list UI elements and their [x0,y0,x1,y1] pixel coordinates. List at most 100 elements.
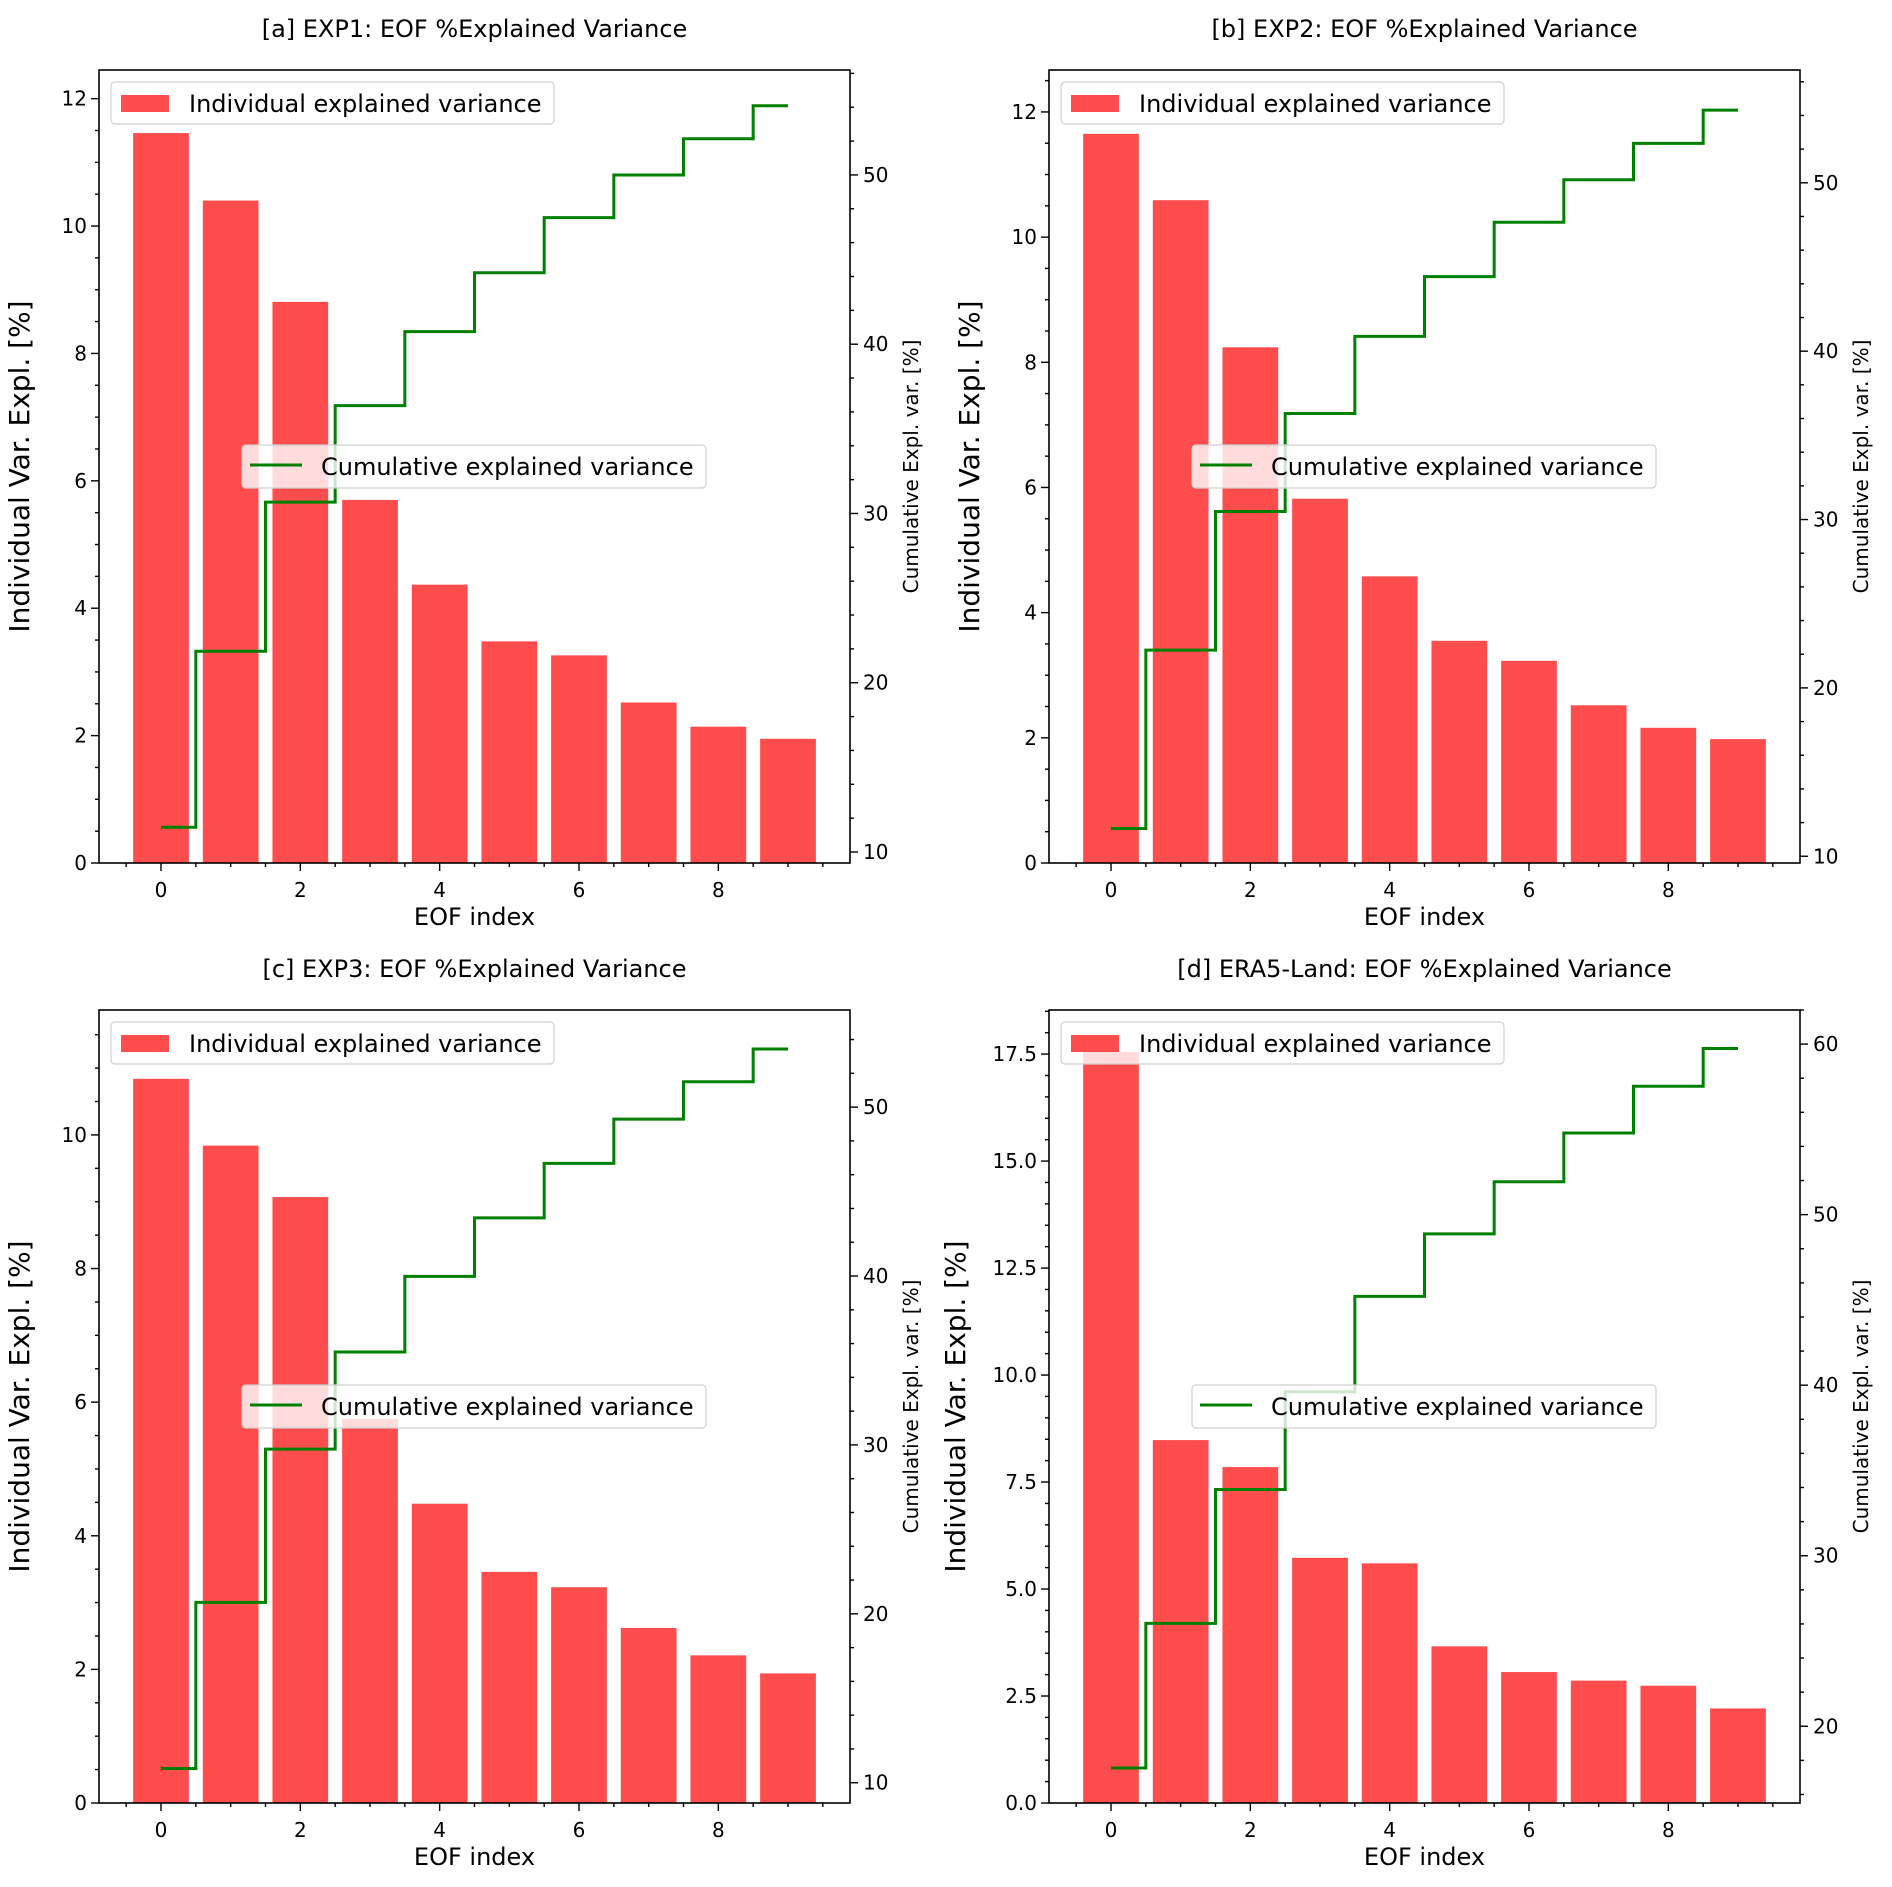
y-tick-label: 12 [1012,100,1037,124]
bar-5 [1431,640,1488,863]
bar-5 [1431,1646,1488,1803]
bar-0 [133,1078,189,1803]
legend-individual: Individual explained variance [110,81,555,125]
legend-cumulative: Cumulative explained variance [241,444,707,489]
y-tick-label: 17.5 [992,1042,1037,1066]
y-right-tick-label: 40 [863,1264,888,1288]
bar-8 [1640,1685,1697,1803]
legend-box [241,1384,707,1429]
bar-2 [272,1197,329,1803]
y-tick-label: 0 [74,851,87,875]
legend-label: Cumulative explained variance [1271,1393,1644,1421]
y-right-tick-label: 10 [863,840,888,864]
x-tick-label: 4 [433,1818,446,1842]
y-tick-label: 15.0 [992,1149,1037,1173]
y-tick-label: 12.5 [992,1256,1037,1280]
x-tick-label: 0 [1105,1818,1118,1842]
y-axis-label: Individual Var. Expl. [%] [953,300,986,632]
bar-7 [1570,1680,1627,1803]
y-right-tick-label: 30 [863,501,888,525]
bar-4 [1361,576,1418,863]
panel-a: [a] EXP1: EOF %Explained Variance 0 2 4 6 8 EO… [3,15,923,931]
bar-8 [1640,727,1697,863]
bar-9 [760,738,816,863]
y-right-tick-label: 20 [1813,676,1838,700]
y-right-tick-label: 30 [1813,508,1838,532]
bar-1 [1152,200,1209,863]
cumulative-step-line [1111,108,1738,830]
x-tick-label: 6 [1523,878,1536,902]
y-right-tick-label: 10 [863,1771,888,1795]
bar-4 [1361,1563,1418,1803]
legend-bar-swatch [121,1035,169,1052]
y-tick-label: 8 [74,1257,87,1281]
legend-box [110,81,555,125]
legend-label: Cumulative explained variance [321,453,694,481]
bar-4 [411,584,468,863]
legend-label: Individual explained variance [189,1030,542,1058]
legend-label: Individual explained variance [189,90,542,118]
bar-3 [1292,1557,1348,1803]
y-tick-label: 6 [74,469,87,493]
x-tick-label: 2 [294,878,307,902]
x-tick-label: 6 [573,878,586,902]
cumulative-step-line [1111,1047,1738,1770]
bar-5 [481,1571,538,1803]
bar-8 [690,726,747,863]
y-right-tick-label: 20 [863,1602,888,1626]
bar-7 [620,702,677,863]
bar-0 [1083,133,1139,863]
x-axis-label: EOF index [414,1843,535,1871]
y-tick-label: 0.0 [1005,1791,1037,1815]
x-tick-label: 8 [1662,878,1675,902]
x-tick-label: 4 [1383,1818,1396,1842]
y-tick-label: 2.5 [1005,1684,1037,1708]
x-tick-label: 0 [155,878,168,902]
bar-6 [1501,1672,1557,1803]
y-tick-label: 4 [74,596,87,620]
bar-2 [272,301,329,863]
y-tick-label: 8 [1024,350,1037,374]
bar-0 [133,133,189,863]
bar-8 [690,1655,747,1803]
legend-bar-swatch [121,95,169,112]
y-tick-label: 2 [74,724,87,748]
legend-box [1060,1021,1505,1065]
y-tick-label: 10 [1012,225,1037,249]
bar-3 [342,1418,398,1803]
x-tick-label: 6 [573,1818,586,1842]
legend-individual: Individual explained variance [1060,81,1505,125]
y-right-tick-label: 50 [1813,1203,1838,1227]
y-tick-label: 8 [74,341,87,365]
legend-box [241,444,707,489]
x-tick-label: 8 [1662,1818,1675,1842]
bar-6 [1501,660,1557,863]
y-tick-label: 10 [62,214,87,238]
legend-label: Individual explained variance [1139,1030,1492,1058]
x-tick-label: 2 [1244,1818,1257,1842]
x-tick-label: 4 [433,878,446,902]
y-right-tick-label: 10 [1813,844,1838,868]
x-tick-label: 0 [155,1818,168,1842]
y-axis-label: Individual Var. Expl. [%] [3,1240,36,1572]
y-right-tick-label: 60 [1813,1032,1838,1056]
y-tick-label: 0 [74,1791,87,1815]
chart-title: [a] EXP1: EOF %Explained Variance [262,15,688,43]
y-axis-label: Individual Var. Expl. [%] [3,300,36,632]
bar-3 [342,499,398,863]
y-tick-label: 4 [74,1524,87,1548]
cumulative-step-line [161,104,788,829]
y-right-axis-label: Cumulative Expl. var. [%] [899,1280,923,1534]
x-tick-label: 2 [1244,878,1257,902]
y-right-tick-label: 40 [863,332,888,356]
y-tick-label: 10.0 [992,1363,1037,1387]
legend-individual: Individual explained variance [1060,1021,1505,1065]
y-axis-label: Individual Var. Expl. [%] [939,1240,972,1572]
chart-title: [d] ERA5-Land: EOF %Explained Variance [1177,955,1672,983]
y-tick-label: 12 [62,87,87,111]
x-tick-label: 4 [1383,878,1396,902]
cumulative-step-line [161,1047,788,1771]
chart-title: [c] EXP3: EOF %Explained Variance [262,955,686,983]
y-tick-label: 0 [1024,851,1037,875]
